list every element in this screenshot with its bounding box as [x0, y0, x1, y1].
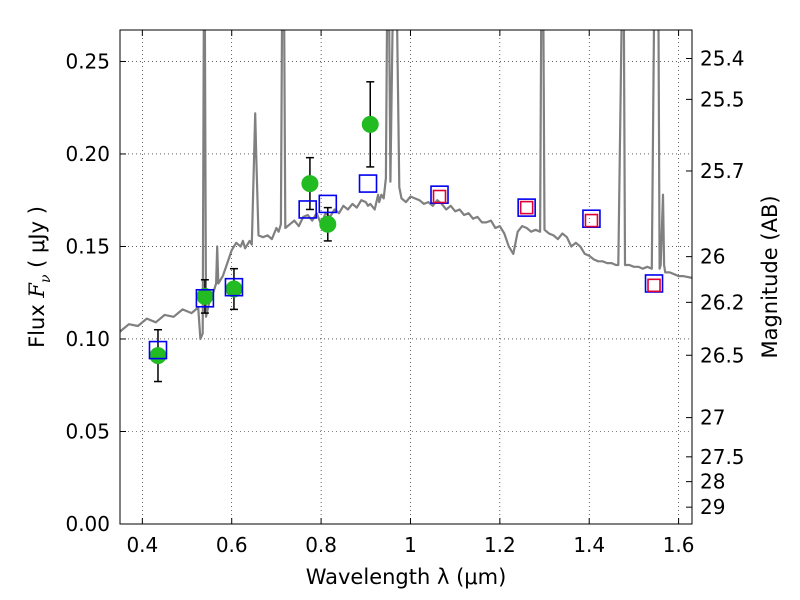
nir-model-square [432, 189, 447, 204]
series-layer [120, 30, 692, 383]
y-axis-label-post: ( μJy ) [25, 206, 49, 274]
y-tick-label: 0.10 [65, 327, 110, 351]
model-flux-square [148, 340, 168, 360]
y-axis-label-pre: Flux [25, 298, 49, 348]
model-flux-square [298, 200, 317, 219]
y-tick-label: 0.25 [65, 49, 110, 73]
model-flux-square [195, 288, 215, 308]
x-tick-label: 1.2 [484, 533, 516, 557]
model-flux-square [318, 194, 338, 214]
spectrum-line [120, 30, 692, 341]
x-tick-label: 0.8 [305, 533, 337, 557]
nir-model-square [647, 278, 661, 293]
x-tick-label: 1.6 [663, 533, 695, 557]
y2-tick-label: 25.7 [700, 159, 745, 183]
y-axis-label: Flux Fν ( μJy ) [25, 206, 54, 348]
y2-tick-label: 27 [700, 406, 725, 430]
y2-tick-label: 26.5 [700, 343, 745, 367]
observed-flux-point [361, 115, 379, 133]
observed-flux-point [301, 175, 319, 193]
y-axis-label-var: F [25, 282, 49, 299]
x-axis-label: Wavelength λ (μm) [306, 565, 507, 589]
y2-tick-label: 29 [700, 495, 725, 519]
y2-tick-label: 27.5 [700, 445, 745, 469]
model-flux-square [358, 174, 378, 193]
plot-frame [119, 29, 693, 525]
y-tick-label: 0.15 [65, 234, 110, 258]
y2-tick-label: 26.2 [700, 290, 745, 314]
y-axis-label-sub: ν [38, 274, 54, 283]
nir-model-square [584, 213, 599, 228]
y2-tick-label: 25.5 [700, 87, 745, 111]
nir-model-square [519, 200, 534, 215]
model-flux-square [224, 277, 244, 297]
x-axis: 0.4 0.6 0.8 1 1.2 1.4 1.6 [126, 30, 695, 557]
observed-flux-point [319, 215, 337, 233]
y2-axis-label: Magnitude (AB) [758, 195, 782, 358]
x-tick-label: 1.4 [573, 533, 605, 557]
y2-tick-label: 25.4 [700, 46, 745, 70]
y2-tick-label: 28 [700, 470, 725, 494]
y-tick-label: 0.20 [65, 142, 110, 166]
observed-flux-point [225, 280, 243, 298]
observed-flux-point [149, 347, 167, 365]
x-tick-label: 0.4 [126, 533, 158, 557]
model-flux-square [517, 198, 536, 217]
x-tick-label: 1 [404, 533, 417, 557]
x-tick-label: 0.6 [216, 533, 248, 557]
y-axis: 0.00 0.05 0.10 0.15 0.20 0.25 [65, 49, 126, 536]
y2-tick-label: 26 [700, 245, 725, 269]
observed-flux-point [196, 287, 214, 305]
y-tick-label: 0.00 [65, 512, 110, 536]
y-tick-label: 0.05 [65, 419, 110, 443]
